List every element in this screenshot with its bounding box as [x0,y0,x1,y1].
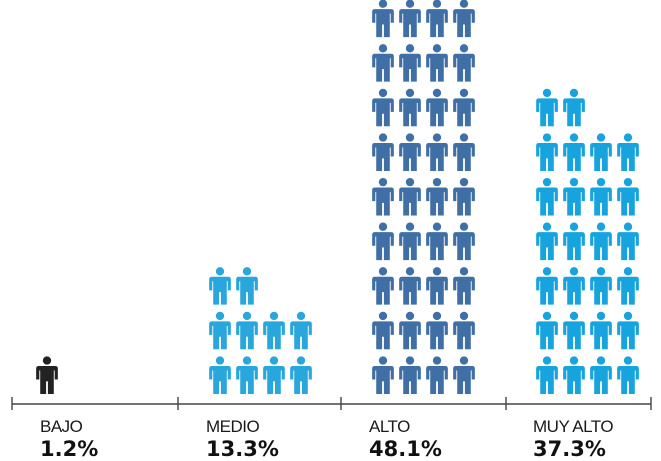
person-icon [372,88,394,127]
person-icon [563,356,585,394]
bar-bajo [36,356,58,394]
axis-ticks [11,397,652,410]
person-icon [563,177,585,216]
person-icon [263,356,285,394]
person-icon [590,222,612,261]
person-icon [536,177,558,216]
person-icon [563,133,585,171]
person-icon [236,356,258,394]
person-icon [453,177,475,216]
value-label-bajo: 1.2% [40,437,98,461]
person-icon [617,177,639,216]
person-icon [453,133,475,171]
person-icon [399,311,421,350]
person-icon [563,311,585,350]
person-icon [617,311,639,350]
person-icon [426,267,448,305]
person-icon [36,356,58,394]
person-icon [426,88,448,127]
person-icon [426,356,448,394]
person-icon [290,356,312,394]
person-icon [290,311,312,350]
person-icon [617,356,639,394]
person-icon [536,356,558,394]
category-label-bajo: BAJO [40,417,83,436]
person-icon [453,356,475,394]
person-icon [536,267,558,305]
value-label-muy-alto: 37.3% [533,437,606,461]
person-icon [426,222,448,261]
person-icon [590,311,612,350]
value-label-alto: 48.1% [369,437,442,461]
person-icon [617,133,639,171]
person-icon [536,311,558,350]
person-icon [209,267,231,305]
person-icon [372,311,394,350]
person-icon [399,0,421,38]
person-icon [590,177,612,216]
person-icon [372,133,394,171]
person-icon [263,311,285,350]
person-icon [453,267,475,305]
person-icon [372,0,394,38]
person-icon [563,267,585,305]
person-icon [453,222,475,261]
person-icon [209,356,231,394]
person-icon [399,177,421,216]
icon-groups [36,0,639,394]
person-icon [399,267,421,305]
value-label-medio: 13.3% [206,437,279,461]
person-icon [617,222,639,261]
person-icon [236,267,258,305]
person-icon [563,222,585,261]
person-icon [590,356,612,394]
bar-muy-alto [536,88,639,394]
person-icon [372,177,394,216]
person-icon [426,177,448,216]
category-label-alto: ALTO [369,417,410,436]
person-icon [399,356,421,394]
person-icon [372,222,394,261]
person-icon [426,311,448,350]
category-label-muy-alto: MUY ALTO [533,417,613,436]
person-icon [453,311,475,350]
bar-medio [209,267,312,394]
bar-alto [372,0,475,394]
person-icon [372,267,394,305]
person-icon [590,267,612,305]
person-icon [209,311,231,350]
person-icon [372,44,394,82]
person-icon [426,44,448,82]
person-icon [453,0,475,38]
person-icon [536,222,558,261]
person-icon [372,356,394,394]
person-icon [590,133,612,171]
person-icon [399,44,421,82]
person-icon [399,133,421,171]
person-icon [617,267,639,305]
person-icon [453,44,475,82]
person-icon [453,88,475,127]
category-label-medio: MEDIO [206,417,260,436]
person-icon [426,0,448,38]
person-icon [536,88,558,127]
person-icon [563,88,585,127]
person-icon [236,311,258,350]
person-icon [399,88,421,127]
person-icon [399,222,421,261]
person-icon [536,133,558,171]
person-icon [426,133,448,171]
